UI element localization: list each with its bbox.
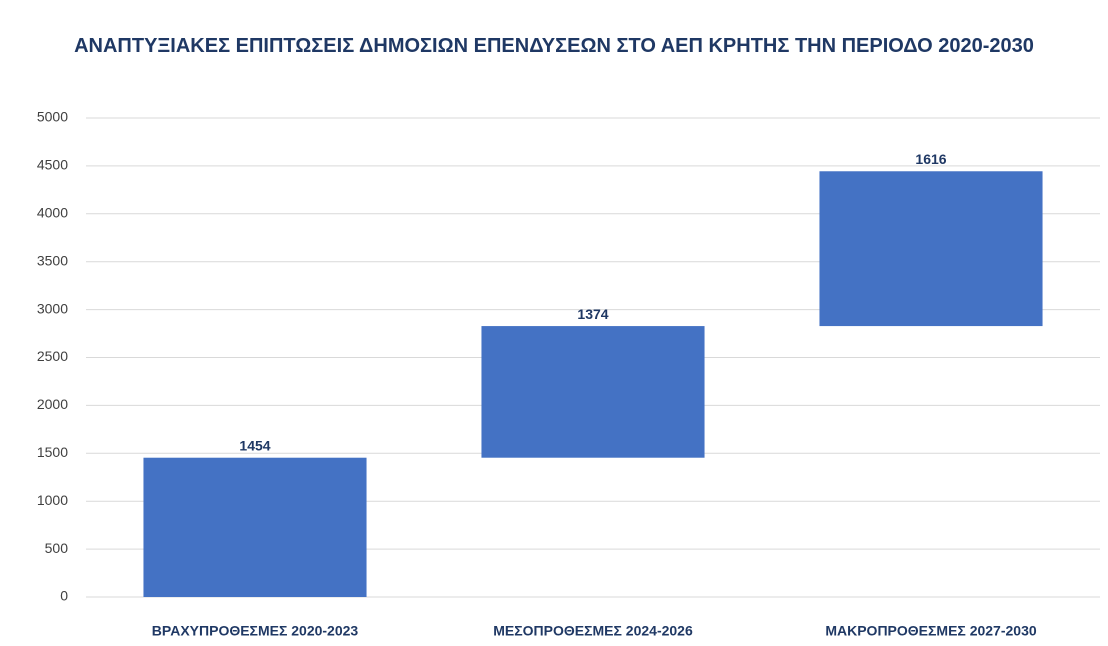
y-tick-label: 2000 bbox=[37, 396, 68, 412]
y-tick-label: 4000 bbox=[37, 205, 68, 221]
y-tick-label: 2500 bbox=[37, 348, 68, 364]
x-tick-label: ΜΕΣΟΠΡΟΘΕΣΜΕΣ 2024-2026 bbox=[493, 623, 693, 639]
y-tick-label: 1000 bbox=[37, 492, 68, 508]
y-tick-label: 4500 bbox=[37, 157, 68, 173]
x-tick-label: ΒΡΑΧΥΠΡΟΘΕΣΜΕΣ 2020-2023 bbox=[152, 623, 359, 639]
bar bbox=[143, 457, 367, 597]
data-label: 1374 bbox=[577, 306, 608, 322]
x-tick-label: ΜΑΚΡΟΠΡΟΘΕΣΜΕΣ 2027-2030 bbox=[825, 623, 1037, 639]
y-tick-label: 3000 bbox=[37, 300, 68, 316]
data-label: 1454 bbox=[239, 437, 270, 453]
bar bbox=[481, 326, 705, 458]
y-tick-label: 1500 bbox=[37, 444, 68, 460]
y-tick-label: 500 bbox=[45, 540, 69, 556]
data-label: 1616 bbox=[915, 151, 946, 167]
y-tick-label: 0 bbox=[60, 588, 68, 604]
bar bbox=[819, 171, 1043, 327]
y-tick-label: 5000 bbox=[37, 109, 68, 125]
chart-title: ΑΝΑΠΤΥΞΙΑΚΕΣ ΕΠΙΠΤΩΣΕΙΣ ΔΗΜΟΣΙΩΝ ΕΠΕΝΔΥΣ… bbox=[74, 35, 1034, 57]
y-tick-label: 3500 bbox=[37, 252, 68, 268]
